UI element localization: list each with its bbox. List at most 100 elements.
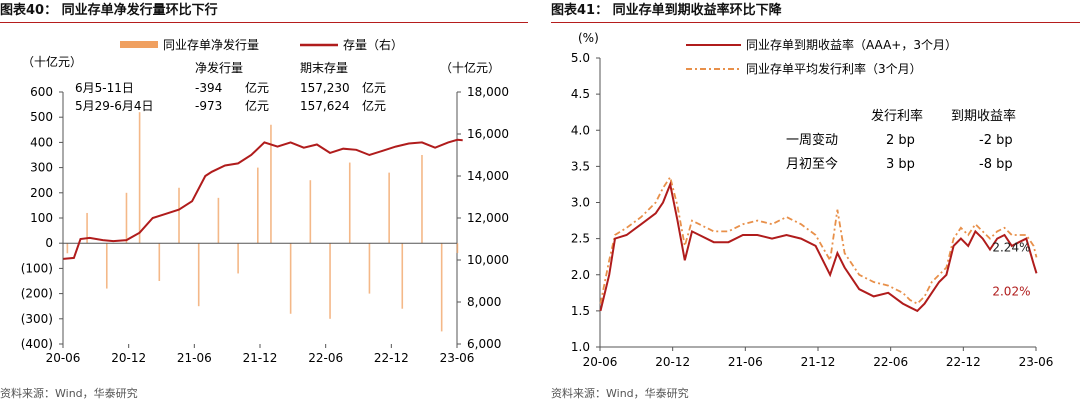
bar [270, 124, 272, 244]
bar [440, 243, 443, 332]
left-y-tick-label: 0 [45, 236, 53, 250]
figure-title-right: 图表41： 同业存单到期收益率环比下降 [551, 0, 1080, 23]
y-tick-label: 3.5 [571, 159, 590, 173]
x-tick-label: 20-06 [583, 355, 618, 369]
maturity-yield-line [599, 180, 1038, 313]
table-header: 净发行量 [195, 60, 243, 75]
bar [329, 243, 331, 319]
bar [178, 187, 180, 244]
right-y-tick-label: 8,000 [467, 295, 501, 309]
table-cell: -2 bp [979, 133, 1013, 148]
y-tick-label: 4.5 [571, 87, 590, 101]
table-cell: 157,230 [300, 81, 350, 95]
table-cell: -973 [195, 99, 222, 113]
yield-chart: (%) 同业存单到期收益率（AAA+，3个月） 同业存单平均发行利率（3个月） 发行利… [571, 31, 1054, 369]
bar [138, 112, 141, 244]
x-tick-label: 20-06 [46, 351, 81, 365]
table-cell: 157,624 [300, 99, 350, 113]
legend-maturity-label: 同业存单到期收益率（AAA+，3个月） [746, 37, 957, 52]
table-cell: 亿元 [362, 80, 386, 95]
issue-rate-line [599, 175, 1038, 305]
bar [289, 243, 292, 314]
end-value-label: 2.24% [992, 240, 1030, 254]
left-y-tick-label: (400) [21, 337, 53, 351]
right-y-tick-label: 12,000 [467, 211, 509, 225]
bar [309, 180, 312, 244]
y-tick-label: 1.0 [571, 340, 590, 354]
table-header: 发行利率 [871, 108, 923, 124]
y-tick-label: 5.0 [571, 51, 590, 65]
legend-line-label: 存量（右） [343, 37, 403, 52]
bar [105, 243, 108, 289]
x-tick-label: 22-12 [946, 355, 981, 369]
left-y-tick-label: (100) [21, 261, 53, 275]
left-y-tick-label: 500 [30, 110, 53, 124]
end-value-label: 2.02% [992, 284, 1030, 298]
x-tick-label: 22-06 [308, 351, 343, 365]
table-cell: -8 bp [979, 157, 1013, 172]
x-tick-label: 22-06 [873, 355, 908, 369]
y-tick-label: 1.5 [571, 304, 590, 318]
table-cell: 6月5-11日 [75, 81, 134, 95]
table-cell: 亿元 [362, 98, 386, 113]
left-y-tick-label: 600 [30, 85, 53, 99]
y-tick-label: 2.0 [571, 268, 590, 282]
bar [197, 243, 200, 307]
bar [257, 167, 259, 244]
bar [125, 192, 128, 244]
source-note-left: 资料来源：Wind，华泰研究 [0, 387, 138, 400]
bar [217, 197, 220, 244]
bar [237, 243, 239, 274]
x-tick-label: 23-06 [1019, 355, 1054, 369]
stock-line [63, 138, 463, 260]
table-cell: 亿元 [245, 98, 269, 113]
legend-issue-label: 同业存单平均发行利率（3个月） [746, 61, 922, 76]
bar [388, 172, 390, 244]
y-axis-unit: (%) [578, 31, 599, 45]
bar [368, 243, 371, 294]
table-cell: 亿元 [245, 80, 269, 95]
net-issuance-chart: （十亿元） （十亿元） 同业存单净发行量 存量（右） 净发行量 期末存量 6月5-11日 -3… [21, 37, 509, 365]
figure-title-left: 图表40： 同业存单净发行量环比下行 [0, 0, 528, 23]
bar [158, 243, 161, 281]
bar [401, 243, 404, 309]
left-y-tick-label: 100 [30, 211, 53, 225]
y-tick-label: 2.5 [571, 232, 590, 246]
right-y-tick-label: 6,000 [467, 337, 501, 351]
left-y-tick-label: 200 [30, 186, 53, 200]
table-cell: 2 bp [886, 133, 915, 148]
x-tick-label: 21-12 [243, 351, 278, 365]
x-tick-label: 21-12 [801, 355, 836, 369]
source-note-right: 资料来源：Wind，华泰研究 [551, 387, 689, 400]
legend-bar-swatch [120, 41, 158, 48]
table-cell: 3 bp [886, 157, 915, 172]
table-cell: 一周变动 [786, 132, 838, 148]
right-axis-unit: （十亿元） [440, 60, 500, 75]
x-tick-label: 20-12 [655, 355, 690, 369]
table-header: 期末存量 [300, 61, 348, 75]
bar [348, 162, 351, 244]
bar [456, 243, 459, 254]
legend-bar-label: 同业存单净发行量 [163, 37, 259, 52]
table-cell: -394 [195, 81, 222, 95]
x-tick-label: 23-06 [440, 351, 475, 365]
table-cell: 5月29-6月4日 [75, 99, 154, 113]
right-y-tick-label: 10,000 [467, 253, 509, 267]
left-y-tick-label: 300 [30, 161, 53, 175]
right-y-tick-label: 16,000 [467, 127, 509, 141]
left-y-tick-label: (300) [21, 312, 53, 326]
bar [86, 212, 88, 244]
x-tick-label: 22-12 [374, 351, 409, 365]
y-tick-label: 3.0 [571, 196, 590, 210]
table-header: 到期收益率 [951, 108, 1016, 124]
table-cell: 月初至今 [786, 156, 838, 172]
left-y-tick-label: (200) [21, 287, 53, 301]
right-y-tick-label: 18,000 [467, 85, 509, 99]
x-tick-label: 20-12 [111, 351, 146, 365]
left-axis-unit: （十亿元） [22, 54, 82, 69]
x-tick-label: 21-06 [177, 351, 212, 365]
left-y-tick-label: 400 [30, 135, 53, 149]
bar [421, 155, 423, 244]
x-tick-label: 21-06 [728, 355, 763, 369]
bar [66, 243, 69, 254]
